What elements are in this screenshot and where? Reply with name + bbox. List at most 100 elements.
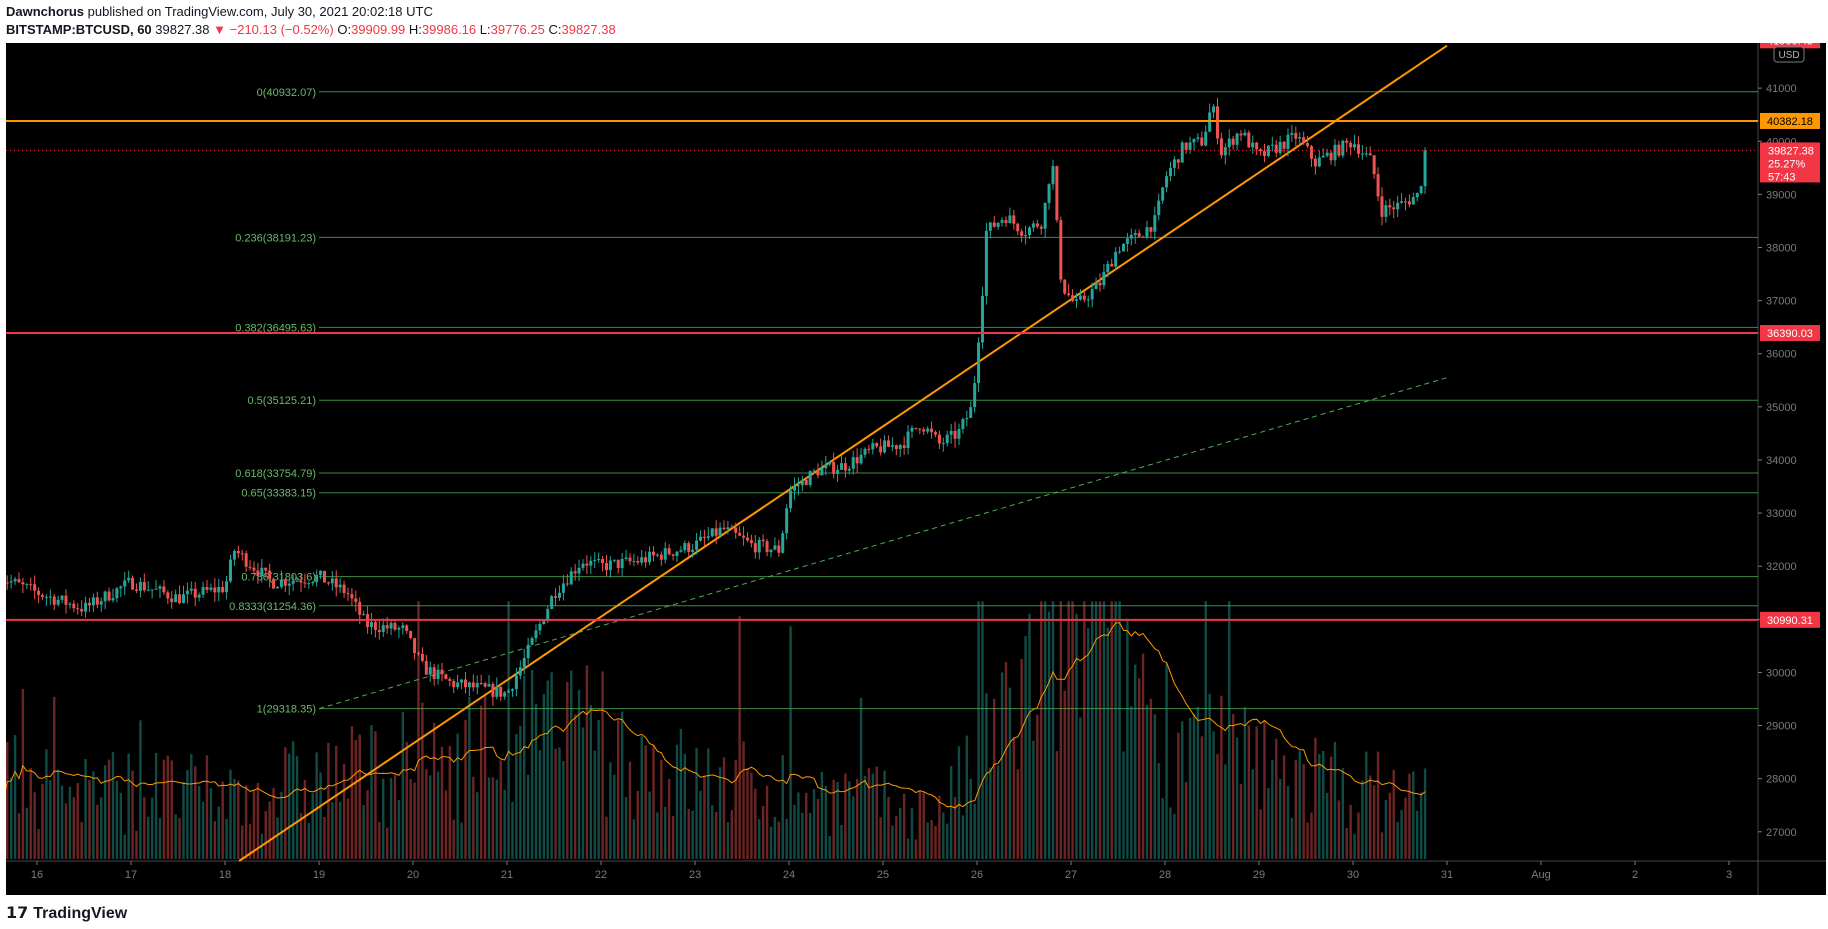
- volume-bar: [29, 767, 32, 859]
- candle-body: [1125, 238, 1129, 244]
- volume-bar: [1235, 737, 1239, 859]
- candle-body: [228, 559, 232, 582]
- candle-body: [538, 624, 542, 631]
- candle-body: [851, 457, 855, 469]
- volume-bar: [1028, 613, 1031, 859]
- open-label: O:: [337, 22, 352, 37]
- volume-bar: [824, 785, 828, 859]
- volume-bar: [315, 752, 318, 859]
- candle-body: [471, 682, 475, 688]
- candle-body: [765, 541, 769, 553]
- candle-body: [307, 583, 311, 585]
- volume-bar: [812, 789, 816, 859]
- volume-bar: [871, 773, 875, 859]
- candle-body: [632, 561, 636, 563]
- volume-bar: [644, 745, 647, 859]
- price-line-badge: [1760, 611, 1820, 628]
- volume-bar: [362, 805, 365, 859]
- candle-body: [1094, 282, 1098, 290]
- candle-body: [820, 467, 824, 476]
- candle-body: [604, 563, 608, 571]
- candle-body: [636, 561, 640, 563]
- volume-bar: [338, 802, 342, 859]
- candle-body: [507, 690, 511, 693]
- volume-bar: [875, 766, 878, 859]
- volume-bar: [930, 820, 933, 859]
- symbol-label[interactable]: BITSTAMP:BTCUSD, 60: [6, 22, 152, 37]
- volume-bar: [891, 825, 894, 859]
- volume-bar: [1110, 601, 1113, 859]
- candle-body: [1321, 155, 1325, 158]
- volume-bar: [1353, 834, 1356, 859]
- candle-body: [554, 596, 558, 598]
- volume-bar: [805, 792, 808, 859]
- volume-bar: [934, 826, 937, 859]
- volume-bar: [88, 779, 91, 859]
- author-name[interactable]: Dawnchorus: [6, 4, 85, 19]
- candle-body: [879, 446, 883, 453]
- volume-bar: [280, 791, 283, 859]
- volume-bar: [268, 801, 271, 859]
- volume-bar: [295, 756, 299, 859]
- volume-bar: [1239, 783, 1243, 859]
- price-chart-svg[interactable]: 2700028000290003000031000320003300034000…: [0, 32, 1826, 895]
- candle-body: [37, 590, 41, 596]
- volume-bar: [679, 728, 683, 859]
- volume-bar: [969, 778, 972, 859]
- volume-bar: [773, 816, 777, 859]
- candle-body: [659, 554, 663, 560]
- x-tick-label: Aug: [1531, 869, 1551, 881]
- candle-body: [5, 582, 9, 584]
- volume-bar: [511, 801, 514, 859]
- candle-body: [1024, 235, 1028, 237]
- volume-bar: [103, 765, 107, 859]
- candle-body: [624, 557, 628, 559]
- candle-body: [1419, 186, 1423, 193]
- candle-body: [1329, 152, 1333, 161]
- candle-body: [197, 594, 201, 598]
- candle-body: [1168, 167, 1172, 177]
- volume-bar: [409, 779, 412, 859]
- volume-bar: [942, 812, 945, 859]
- candle-body: [185, 590, 189, 595]
- candle-body: [72, 603, 76, 609]
- volume-bar: [1141, 653, 1145, 859]
- candle-body: [714, 528, 718, 536]
- tradingview-logo[interactable]: 𝟭𝟳 TradingView: [6, 903, 127, 923]
- candle-body: [413, 638, 417, 654]
- candle-body: [123, 580, 127, 587]
- volume-bar: [139, 720, 142, 859]
- candle-body: [1286, 134, 1290, 149]
- candle-body: [350, 594, 354, 599]
- volume-bar: [797, 792, 800, 859]
- candle-body: [957, 428, 961, 439]
- candle-body: [667, 548, 671, 555]
- candle-body: [13, 579, 17, 582]
- x-tick-label: 24: [783, 869, 795, 881]
- volume-bar: [605, 816, 608, 859]
- volume-bar: [41, 783, 44, 859]
- candle-body: [839, 463, 843, 470]
- volume-bar: [1255, 726, 1258, 859]
- last-price-badge-text: 39827.38: [1768, 145, 1814, 157]
- candle-body: [1360, 153, 1364, 155]
- volume-bar: [938, 795, 941, 859]
- volume-bar: [707, 748, 710, 859]
- volume-bar: [718, 767, 722, 859]
- volume-bar: [476, 792, 479, 859]
- candle-body: [1349, 142, 1353, 148]
- volume-bar: [836, 781, 839, 859]
- candle-body: [99, 601, 103, 605]
- volume-bar: [272, 787, 275, 859]
- volume-bar: [859, 697, 863, 859]
- candle-body: [730, 527, 734, 529]
- volume-bar: [526, 774, 530, 859]
- candle-body: [1302, 137, 1306, 144]
- chart-area[interactable]: 2700028000290003000031000320003300034000…: [0, 32, 1826, 895]
- y-tick-label: 30000: [1766, 667, 1797, 679]
- volume-bar: [1008, 687, 1012, 859]
- volume-bar: [1067, 601, 1070, 859]
- volume-ma-line: [0, 622, 1426, 811]
- volume-bar: [1357, 812, 1360, 859]
- price-line-label: 30990.31: [1767, 615, 1813, 627]
